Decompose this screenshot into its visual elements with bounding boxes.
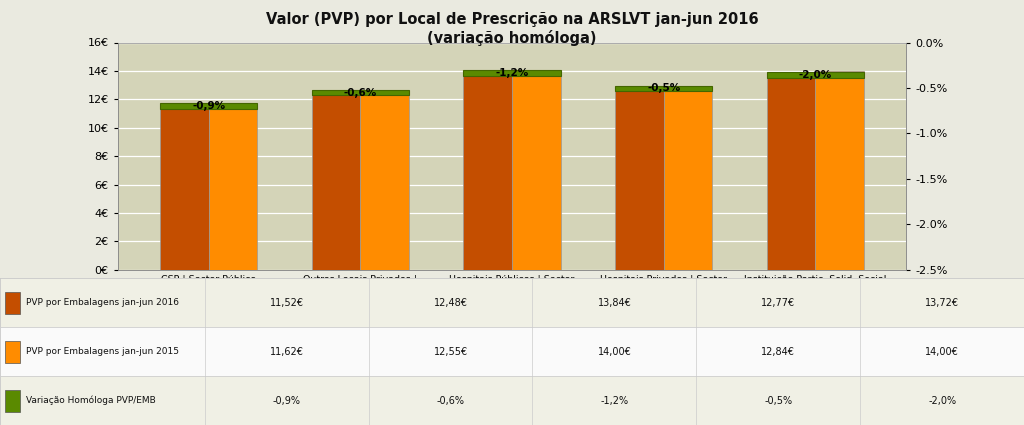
Text: -0,9%: -0,9%: [193, 101, 225, 111]
Bar: [0, 327, 1024, 376]
Text: -2,0%: -2,0%: [799, 70, 831, 80]
Text: 11,62€: 11,62€: [269, 347, 304, 357]
Bar: [312, 93, 360, 270]
Text: PVP por Embalagens jan-jun 2015: PVP por Embalagens jan-jun 2015: [26, 347, 178, 356]
Text: Valor (PVP) por Local de Prescrição na ARSLVT jan-jun 2016: Valor (PVP) por Local de Prescrição na A…: [265, 12, 759, 27]
Text: -0,9%: -0,9%: [272, 396, 301, 405]
Text: 13,84€: 13,84€: [598, 298, 631, 308]
Bar: [512, 71, 560, 270]
Bar: [5, 292, 20, 314]
Bar: [664, 88, 712, 270]
Text: 12,55€: 12,55€: [433, 347, 468, 357]
Text: 13,72€: 13,72€: [925, 298, 959, 308]
Text: -1,2%: -1,2%: [496, 68, 528, 78]
Text: 14,00€: 14,00€: [926, 347, 958, 357]
Text: -0,6%: -0,6%: [436, 396, 465, 405]
Bar: [312, 90, 409, 95]
Bar: [615, 85, 712, 91]
Text: (variação homóloga): (variação homóloga): [427, 30, 597, 46]
Bar: [615, 88, 664, 270]
Bar: [5, 341, 20, 363]
Text: -0,6%: -0,6%: [344, 88, 377, 97]
Text: -0,5%: -0,5%: [764, 396, 793, 405]
Text: -0,5%: -0,5%: [647, 83, 680, 94]
Text: 12,48€: 12,48€: [433, 298, 468, 308]
Bar: [360, 91, 409, 270]
Text: -1,2%: -1,2%: [600, 396, 629, 405]
Text: 14,00€: 14,00€: [598, 347, 631, 357]
Bar: [464, 71, 560, 76]
Text: Variação Homóloga PVP/EMB: Variação Homóloga PVP/EMB: [26, 396, 156, 405]
Bar: [0, 376, 1024, 425]
Text: -2,0%: -2,0%: [928, 396, 956, 405]
Bar: [464, 73, 512, 270]
Bar: [160, 103, 257, 109]
Bar: [5, 390, 20, 411]
Bar: [815, 71, 864, 270]
Text: 12,84€: 12,84€: [761, 347, 796, 357]
Bar: [160, 106, 209, 270]
Bar: [0, 278, 1024, 327]
Bar: [767, 72, 864, 78]
Bar: [209, 105, 257, 270]
Text: 12,77€: 12,77€: [761, 298, 796, 308]
Text: PVP por Embalagens jan-jun 2016: PVP por Embalagens jan-jun 2016: [26, 298, 178, 307]
Text: 11,52€: 11,52€: [269, 298, 304, 308]
Bar: [767, 75, 815, 270]
